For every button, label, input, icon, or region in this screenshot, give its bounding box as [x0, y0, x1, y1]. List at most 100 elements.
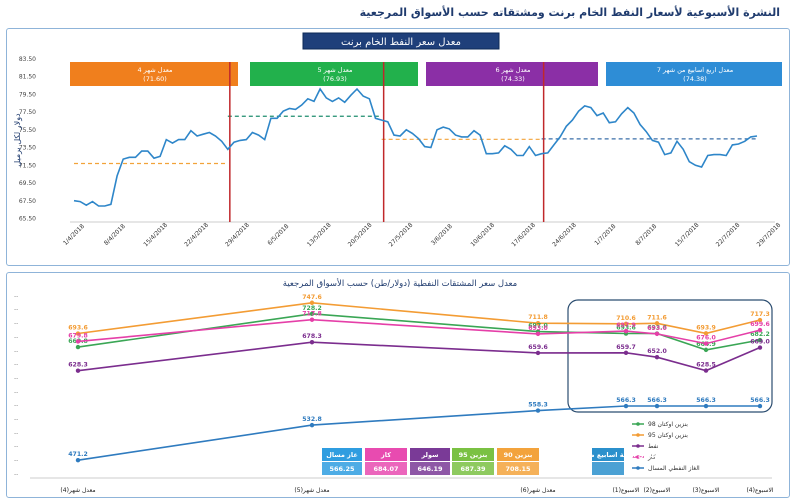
series-point: [757, 327, 763, 333]
month-average-label: معدل شهر 4: [137, 66, 172, 74]
legend-label: بنزين اوكتان 95: [648, 432, 688, 439]
month-average-value: (76.93): [323, 75, 347, 83]
x-tick-label: 1/7/2018: [593, 223, 617, 247]
y-tick-label: --: [14, 320, 18, 327]
legend-label: بنزين اوكتان 98: [648, 421, 688, 428]
series-point: [757, 317, 763, 323]
summary-box-body: [592, 462, 624, 475]
x-tick-label: 1/4/2018: [62, 223, 86, 247]
data-label: 711.6: [647, 314, 667, 321]
x-tick-label: 15/7/2018: [674, 221, 701, 248]
summary-box-body: [322, 462, 362, 475]
summary-box-value: 708.15: [505, 465, 531, 473]
series-point: [623, 328, 629, 334]
summary-box-value: 684.07: [373, 465, 398, 473]
legend-label: كاز: [647, 454, 656, 461]
month-average-value: (71.60): [143, 75, 167, 83]
summary-box-title: بنزين 90: [504, 451, 533, 459]
y-tick-label: --: [14, 334, 18, 341]
series-point: [654, 355, 660, 360]
data-label: 566.3: [616, 397, 636, 404]
y-tick-label: --: [14, 471, 18, 478]
summary-box-title: سولر: [421, 451, 439, 459]
summary-box-body: [410, 462, 450, 475]
data-label: 566.3: [750, 397, 770, 404]
y-tick-label: --: [14, 403, 18, 410]
data-label: 679.8: [68, 332, 88, 339]
x-category-label: الاسبوع(2): [643, 487, 670, 494]
y-tick-label: --: [14, 457, 18, 464]
x-tick-label: 24/6/2018: [551, 221, 578, 248]
y-tick-label: --: [14, 444, 18, 451]
y-tick-label: 65.50: [19, 216, 36, 223]
x-tick-label: 17/6/2018: [510, 221, 537, 248]
y-tick-label: --: [14, 361, 18, 368]
data-label: 652.0: [647, 348, 667, 355]
summary-box-body: [452, 462, 494, 475]
y-tick-label: --: [14, 293, 18, 300]
y-tick-label: 75.50: [19, 127, 36, 134]
month-average-label: معدل شهر 5: [317, 66, 352, 74]
legend-swatch-dot: [636, 466, 640, 470]
page-title: النشرة الأسبوعية لأسعار النفط الخام برنت…: [359, 6, 780, 19]
data-label: 676.0: [696, 335, 716, 342]
data-label: 711.8: [528, 314, 548, 321]
data-label: 678.3: [302, 333, 322, 340]
series-point: [623, 350, 629, 356]
data-label: 669.0: [750, 339, 770, 346]
data-label: 693.9: [696, 324, 716, 331]
summary-box-header: [592, 448, 624, 461]
series-point: [623, 403, 629, 409]
x-tick-label: 10/6/2018: [469, 221, 496, 248]
x-tick-label: 3/6/2018: [430, 223, 454, 247]
x-category-label: معدل شهر(5): [294, 487, 329, 494]
x-tick-label: 8/4/2018: [103, 223, 127, 247]
series-point: [757, 337, 763, 343]
series-point: [703, 347, 709, 353]
legend-swatch-dot: [636, 444, 640, 448]
summary-box-header: [497, 448, 539, 461]
data-label: 566.3: [696, 397, 716, 404]
month-average-box: [70, 62, 238, 86]
data-label: 710.6: [616, 315, 636, 322]
x-tick-label: 6/5/2018: [266, 223, 290, 247]
data-label: 717.8: [302, 311, 322, 318]
month-average-box: [250, 62, 418, 86]
x-category-label: الاسبوع(3): [692, 487, 719, 494]
brent-price-line: [73, 87, 758, 207]
summary-box-header: [365, 448, 407, 461]
x-tick-label: 20/5/2018: [347, 221, 374, 248]
x-tick-label: 22/4/2018: [183, 221, 210, 248]
data-label: 659.7: [616, 344, 636, 351]
series-point: [309, 422, 315, 428]
series-point: [654, 403, 660, 409]
summary-box-title: بنزين 95: [459, 451, 488, 459]
summary-box-value: 687.39: [460, 465, 486, 473]
series-point: [535, 331, 541, 337]
summary-box-value: 646.19: [417, 465, 443, 473]
series-point: [75, 344, 81, 350]
series-point: [535, 350, 541, 356]
series-point: [757, 403, 763, 409]
y-tick-label: --: [14, 430, 18, 437]
y-tick-label: 67.50: [19, 198, 36, 205]
data-label: 747.6: [302, 294, 322, 301]
legend-swatch-dot: [636, 422, 640, 426]
y-axis-label: دولار لكل برميل: [13, 113, 22, 167]
summary-box-header: [410, 448, 450, 461]
month-average-label: معدل اربع اسابيع من شهر 7: [657, 66, 733, 74]
data-label: 682.2: [750, 331, 770, 338]
y-tick-label: 81.50: [19, 74, 36, 81]
legend-swatch-dot: [636, 433, 640, 437]
data-label: 659.6: [528, 344, 548, 351]
summary-box-value: 566.25: [329, 465, 355, 473]
series-point: [309, 340, 315, 345]
data-label: 532.8: [302, 416, 322, 423]
x-tick-label: 29/7/2018: [756, 221, 783, 248]
data-label: 471.2: [68, 451, 88, 458]
series-point: [309, 300, 315, 305]
data-label: 628.3: [68, 362, 88, 369]
data-label: 717.3: [750, 311, 770, 318]
summary-box-header: [322, 448, 362, 461]
x-tick-label: 22/7/2018: [715, 221, 742, 248]
